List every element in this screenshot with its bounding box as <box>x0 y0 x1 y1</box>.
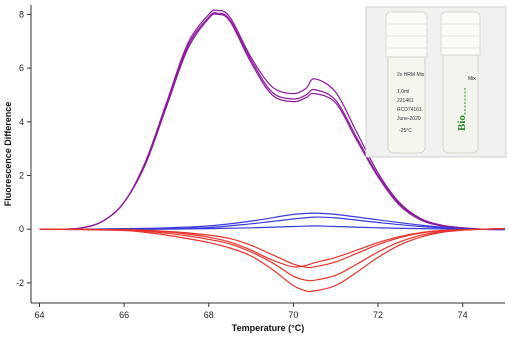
tube-left-line-2: 1.0ml <box>397 89 409 95</box>
tube-left-line-5: June-2020 <box>397 116 421 122</box>
y-tick-label: -2 <box>16 278 24 288</box>
x-tick-label: 66 <box>119 310 129 320</box>
tube-left-line-1: 2x HRM Mix <box>397 72 425 78</box>
x-tick-label: 64 <box>34 310 44 320</box>
x-tick-label: 72 <box>373 310 383 320</box>
x-tick-label: 70 <box>288 310 298 320</box>
y-tick-label: 6 <box>19 63 24 73</box>
y-tick-label: 2 <box>19 170 24 180</box>
tube-left-line-3: 221461 <box>397 98 414 104</box>
tube-left: 2x HRM Mix 1.0ml 221461 RCD74161 June-20… <box>385 11 428 154</box>
y-tick-label: 4 <box>19 117 24 127</box>
red-melt-curve-4 <box>39 228 506 269</box>
y-tick-label: 8 <box>19 9 24 19</box>
x-tick-label: 74 <box>458 310 468 320</box>
tube-right-label: Mix <box>468 76 476 82</box>
red-melt-curve-1 <box>39 228 506 293</box>
x-axis-title: Temperature (°C) <box>232 323 304 333</box>
y-axis-title: Fluorescence Difference <box>3 102 13 207</box>
x-tick-label: 68 <box>204 310 214 320</box>
red-melt-curve-2 <box>39 228 506 282</box>
purple-melt-curve-3 <box>39 13 506 230</box>
tube-left-line-6: -25°C <box>399 128 412 134</box>
reagent-tubes-photo: 2x HRM Mix 1.0ml 221461 RCD74161 June-20… <box>365 6 507 158</box>
y-tick-label: 0 <box>19 224 24 234</box>
tube-right: Mix Bio <box>440 11 481 154</box>
tube-left-line-4: RCD74161 <box>397 107 422 113</box>
tube-right-brand: Bio <box>456 115 468 131</box>
